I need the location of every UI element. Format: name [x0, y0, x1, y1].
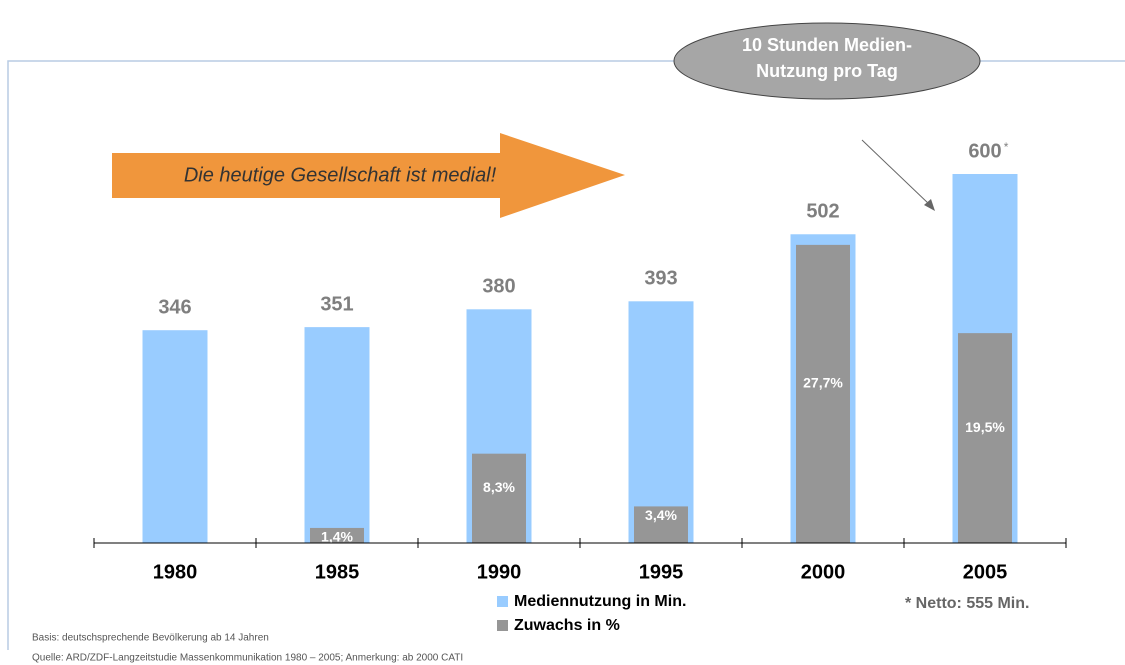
banner-arrow — [112, 133, 625, 218]
value-label: 27,7% — [803, 375, 843, 391]
bar — [628, 301, 694, 543]
x-tick-label: 1990 — [477, 561, 522, 583]
bar — [472, 453, 526, 543]
value-label: 380 — [482, 276, 515, 298]
legend-label: Mediennutzung in Min. — [514, 593, 686, 610]
x-tick-label: 1995 — [639, 561, 684, 583]
callout-text: Nutzung pro Tag — [756, 61, 898, 81]
bar — [796, 244, 850, 543]
arrow-text: Die heutige Gesellschaft ist medial! — [184, 164, 497, 186]
value-label: 393 — [644, 268, 677, 290]
value-label: 502 — [806, 201, 839, 223]
callout-text: 10 Stunden Medien- — [742, 35, 912, 55]
connector-head — [924, 199, 935, 211]
x-tick-label: 2005 — [963, 561, 1008, 583]
bar — [142, 330, 208, 543]
value-label: 351 — [320, 293, 353, 315]
bar — [958, 333, 1012, 543]
bar — [310, 527, 364, 543]
bar — [304, 327, 370, 543]
callout-connector — [861, 139, 931, 206]
x-tick-label: 1985 — [315, 561, 360, 583]
value-label: 19,5% — [965, 419, 1005, 435]
legend-label: Zuwachs in % — [514, 617, 620, 634]
x-tick-label: 1980 — [153, 561, 198, 583]
x-tick-label: 2000 — [801, 561, 846, 583]
basis-note: Basis: deutschsprechende Bevölkerung ab … — [32, 633, 269, 644]
value-label: 1,4% — [321, 529, 353, 545]
source-note: Quelle: ARD/ZDF-Langzeitstudie Massenkom… — [32, 653, 463, 664]
callout — [673, 22, 981, 100]
value-label: 600 — [968, 140, 1001, 162]
asterisk: * — [1004, 140, 1009, 154]
value-label: 346 — [158, 296, 191, 318]
value-label: 8,3% — [483, 479, 515, 495]
legend-swatch — [497, 596, 508, 607]
footnote: * Netto: 555 Min. — [905, 595, 1029, 612]
value-label: 3,4% — [645, 507, 677, 523]
bar — [634, 506, 688, 543]
legend-swatch — [497, 620, 508, 631]
